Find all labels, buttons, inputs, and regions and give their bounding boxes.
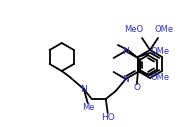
Text: O: O xyxy=(133,83,140,92)
Text: OMe: OMe xyxy=(150,46,169,55)
Text: HO: HO xyxy=(101,114,115,123)
Text: N: N xyxy=(122,75,129,83)
Text: MeO: MeO xyxy=(124,26,144,35)
Text: Me: Me xyxy=(83,104,95,113)
Text: OMe: OMe xyxy=(154,26,174,35)
Text: OMe: OMe xyxy=(150,73,169,82)
Text: N: N xyxy=(122,46,129,55)
Text: N: N xyxy=(80,84,87,93)
